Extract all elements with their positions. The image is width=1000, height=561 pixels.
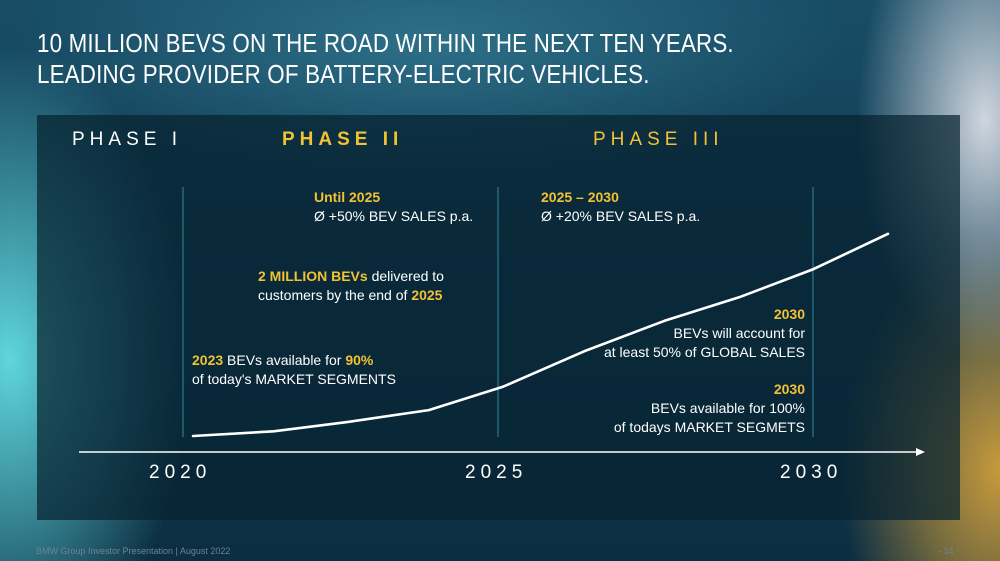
annotation-2025-2030: 2025 – 2030 Ø +20% BEV SALES p.a.	[541, 188, 700, 226]
tick-label-2020: 2020	[149, 462, 212, 483]
timeline-axis-arrowhead	[916, 448, 925, 456]
tick-label-2025: 2025	[465, 462, 528, 483]
bev-growth-curve	[191, 232, 890, 438]
annotation-until-2025: Until 2025 Ø +50% BEV SALES p.a.	[314, 188, 473, 226]
annotation-2030-segments: 2030 BEVs available for 100% of todays M…	[614, 380, 805, 437]
slide-title: 10 MILLION BEVS ON THE ROAD WITHIN THE N…	[37, 28, 734, 90]
phase-1-label: PHASE I	[72, 129, 182, 150]
annotation-two-million: 2 MILLION BEVs delivered to customers by…	[258, 267, 444, 305]
global-2030-line2: at least 50% of GLOBAL SALES	[603, 344, 805, 360]
two-million-year: 2025	[411, 287, 443, 303]
bevs-2023-pct: 90%	[345, 352, 374, 368]
bevs-2023-year: 2023	[192, 352, 224, 368]
segments-2030-line1: BEVs available for 100%	[650, 400, 805, 416]
footer-source: BMW Group Investor Presentation | August…	[36, 546, 231, 556]
phase-3-label: PHASE III	[593, 129, 724, 150]
two-million-bold: 2 MILLION BEVs	[258, 268, 368, 284]
two-million-rest: delivered to	[367, 268, 444, 284]
timeline-panel: PHASE I PHASE II PHASE III Until 2025 Ø …	[37, 115, 960, 520]
phase-2-label: PHASE II	[282, 129, 404, 150]
global-2030-year: 2030	[773, 306, 805, 322]
from-2025-text: Ø +20% BEV SALES p.a.	[541, 208, 701, 224]
title-line-1: 10 MILLION BEVS ON THE ROAD WITHIN THE N…	[37, 28, 734, 58]
annotation-2023: 2023 BEVs available for 90% of today's M…	[192, 351, 396, 389]
tick-label-2030: 2030	[780, 462, 843, 483]
annotation-2030-global: 2030 BEVs will account for at least 50% …	[604, 305, 805, 362]
segments-2030-year: 2030	[773, 381, 805, 397]
segments-2030-line2: of todays MARKET SEGMETS	[613, 419, 805, 435]
until-2025-text: Ø +50% BEV SALES p.a.	[314, 208, 474, 224]
two-million-line2: customers by the end of	[258, 287, 412, 303]
bevs-2023-mid: BEVs available for	[223, 352, 346, 368]
from-2025-heading: 2025 – 2030	[541, 189, 619, 205]
global-2030-line1: BEVs will account for	[673, 325, 806, 341]
until-2025-heading: Until 2025	[314, 189, 381, 205]
footer-page-number: - 14 -	[938, 546, 960, 556]
bev-growth-chart	[79, 187, 925, 456]
bevs-2023-line2: of today's MARKET SEGMENTS	[192, 371, 396, 387]
title-line-2: LEADING PROVIDER OF BATTERY-ELECTRIC VEH…	[37, 59, 650, 89]
